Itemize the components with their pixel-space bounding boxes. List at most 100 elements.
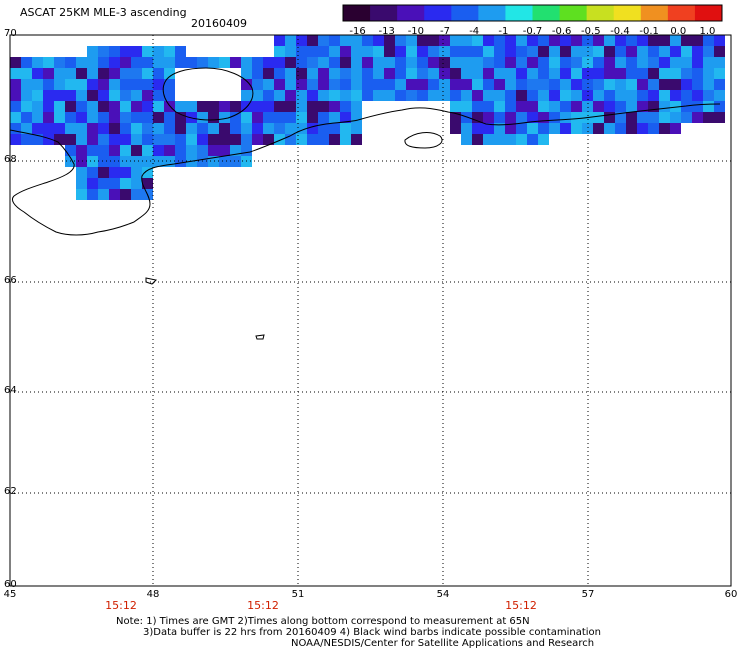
data-cell xyxy=(10,101,21,112)
data-cell xyxy=(98,189,109,200)
data-cell xyxy=(571,101,582,112)
data-cell xyxy=(296,68,307,79)
data-cell xyxy=(351,68,362,79)
data-cell xyxy=(263,112,274,123)
data-cell xyxy=(417,68,428,79)
data-cell xyxy=(274,57,285,68)
colorbar-segment xyxy=(694,5,723,21)
data-cell xyxy=(274,46,285,57)
data-cell xyxy=(109,90,120,101)
data-cell xyxy=(175,134,186,145)
data-cell xyxy=(318,79,329,90)
data-cell xyxy=(109,57,120,68)
data-cell xyxy=(538,79,549,90)
data-cell xyxy=(186,57,197,68)
data-cell xyxy=(153,101,164,112)
data-cell xyxy=(120,68,131,79)
data-cell xyxy=(615,112,626,123)
data-cell xyxy=(307,134,318,145)
data-cell xyxy=(703,112,714,123)
data-cell xyxy=(604,123,615,134)
data-cell xyxy=(252,57,263,68)
data-cell xyxy=(230,156,241,167)
data-cell xyxy=(230,112,241,123)
data-cell xyxy=(461,35,472,46)
data-cell xyxy=(549,123,560,134)
data-cell xyxy=(197,123,208,134)
data-cell xyxy=(153,79,164,90)
island-small-2 xyxy=(255,334,265,340)
colorbar-segment xyxy=(451,5,479,21)
data-cell xyxy=(527,112,538,123)
data-cell xyxy=(351,35,362,46)
data-cell xyxy=(395,90,406,101)
data-cell xyxy=(626,112,637,123)
longitude-label: 54 xyxy=(436,589,450,600)
mle-data-field xyxy=(10,35,725,200)
data-cell xyxy=(318,123,329,134)
data-cell xyxy=(197,57,208,68)
latitude-label: 62 xyxy=(4,486,17,497)
data-cell xyxy=(395,57,406,68)
data-cell xyxy=(153,57,164,68)
data-cell xyxy=(461,134,472,145)
data-cell xyxy=(87,178,98,189)
data-cell xyxy=(472,68,483,79)
data-cell xyxy=(439,68,450,79)
data-cell xyxy=(516,134,527,145)
data-cell xyxy=(615,46,626,57)
data-cell xyxy=(274,68,285,79)
data-cell xyxy=(142,167,153,178)
data-cell xyxy=(351,46,362,57)
data-cell xyxy=(285,134,296,145)
data-cell xyxy=(362,57,373,68)
data-cell xyxy=(472,79,483,90)
data-cell xyxy=(626,57,637,68)
data-cell xyxy=(692,35,703,46)
colorbar-segment xyxy=(532,5,561,21)
data-cell xyxy=(505,46,516,57)
data-cell xyxy=(527,123,538,134)
data-cell xyxy=(120,189,131,200)
data-cell xyxy=(120,167,131,178)
data-cell xyxy=(274,123,285,134)
data-cell xyxy=(505,134,516,145)
data-cell xyxy=(637,90,648,101)
coastline-east xyxy=(357,103,721,126)
colorbar-label: -0.1 xyxy=(639,26,659,37)
data-cell xyxy=(10,123,21,134)
data-cell xyxy=(472,57,483,68)
data-cell xyxy=(516,112,527,123)
data-cell xyxy=(439,57,450,68)
data-cell xyxy=(373,90,384,101)
data-cell xyxy=(637,101,648,112)
data-cell xyxy=(32,57,43,68)
data-cell xyxy=(648,90,659,101)
data-cell xyxy=(164,112,175,123)
colorbar-label: -13 xyxy=(378,26,395,37)
data-cell xyxy=(65,68,76,79)
data-cell xyxy=(32,112,43,123)
data-cell xyxy=(32,123,43,134)
data-cell xyxy=(549,68,560,79)
data-cell xyxy=(65,112,76,123)
data-cell xyxy=(571,35,582,46)
data-cell xyxy=(483,68,494,79)
data-cell xyxy=(219,156,230,167)
data-cell xyxy=(307,123,318,134)
data-cell xyxy=(461,101,472,112)
data-cell xyxy=(120,156,131,167)
data-cell xyxy=(285,90,296,101)
data-cell xyxy=(527,46,538,57)
colorbar-label: -7 xyxy=(440,26,451,37)
data-cell xyxy=(285,101,296,112)
data-cell xyxy=(153,112,164,123)
data-cell xyxy=(681,79,692,90)
product-date: 20160409 xyxy=(191,17,247,30)
data-cell xyxy=(626,123,637,134)
colorbar-segment xyxy=(613,5,642,21)
data-cell xyxy=(637,79,648,90)
data-cell xyxy=(142,134,153,145)
data-cell xyxy=(714,101,725,112)
data-cell xyxy=(560,123,571,134)
